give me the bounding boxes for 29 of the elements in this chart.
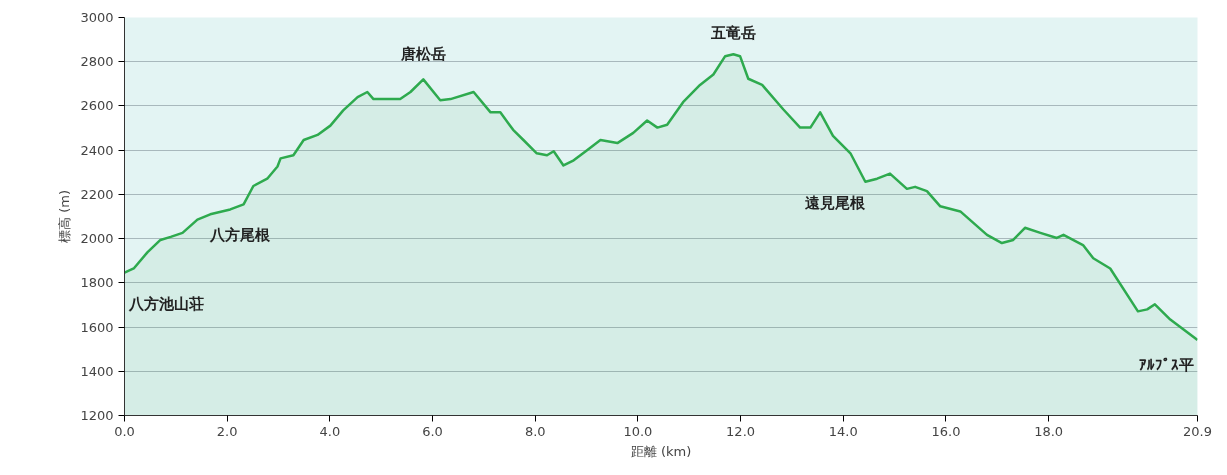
annotation: 唐松岳 xyxy=(399,45,446,64)
x-tick-label: 10.0 xyxy=(623,423,653,439)
x-tick-label: 16.0 xyxy=(931,423,961,439)
y-axis-title: 標高 (m) xyxy=(57,190,73,243)
x-tick-label: 14.0 xyxy=(828,423,858,439)
y-tick-label: 2000 xyxy=(80,231,114,247)
annotation: ｱﾙﾌﾟｽ平 xyxy=(1138,355,1194,374)
x-tick-label: 2.0 xyxy=(216,423,238,439)
y-tick-label: 1200 xyxy=(80,408,114,423)
annotation: 八方尾根 xyxy=(209,226,272,245)
y-tick-label: 2200 xyxy=(80,186,114,202)
x-tick-label: 12.0 xyxy=(726,423,756,439)
y-tick-label: 3000 xyxy=(80,10,114,25)
annotation: 五竜岳 xyxy=(709,24,756,43)
x-tick-label: 0.0 xyxy=(114,423,135,439)
x-tick-label: 8.0 xyxy=(524,423,546,439)
x-axis-title: 距離 (km) xyxy=(630,443,692,459)
y-tick-label: 1400 xyxy=(80,363,114,379)
x-tick-label: 4.0 xyxy=(319,423,341,439)
y-tick-label: 1600 xyxy=(80,319,114,335)
annotation: 遠見尾根 xyxy=(803,193,866,212)
y-tick-label: 2800 xyxy=(80,54,114,70)
x-tick-label: 6.0 xyxy=(422,423,443,439)
annotation: 八方池山荘 xyxy=(127,294,204,313)
x-tick-label: 18.0 xyxy=(1034,423,1064,439)
y-tick-label: 2600 xyxy=(80,98,114,114)
y-tick-label: 1800 xyxy=(80,275,114,291)
y-tick-label: 2400 xyxy=(80,142,114,158)
x-tick-label: 20.9 xyxy=(1183,423,1212,439)
